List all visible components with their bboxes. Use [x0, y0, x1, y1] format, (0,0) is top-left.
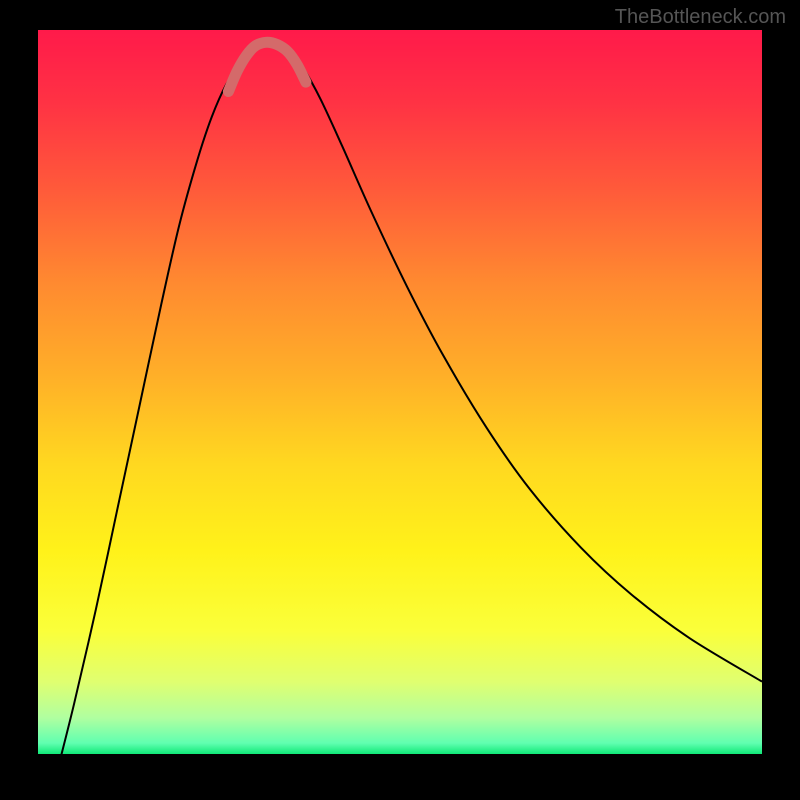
- chart-curve-layer: [38, 30, 762, 754]
- bottleneck-curve-left: [60, 50, 252, 754]
- bottleneck-curve-right: [290, 50, 762, 682]
- chart-plot-area: [38, 30, 762, 754]
- watermark-text: TheBottleneck.com: [615, 6, 786, 29]
- valley-highlight: [228, 42, 305, 91]
